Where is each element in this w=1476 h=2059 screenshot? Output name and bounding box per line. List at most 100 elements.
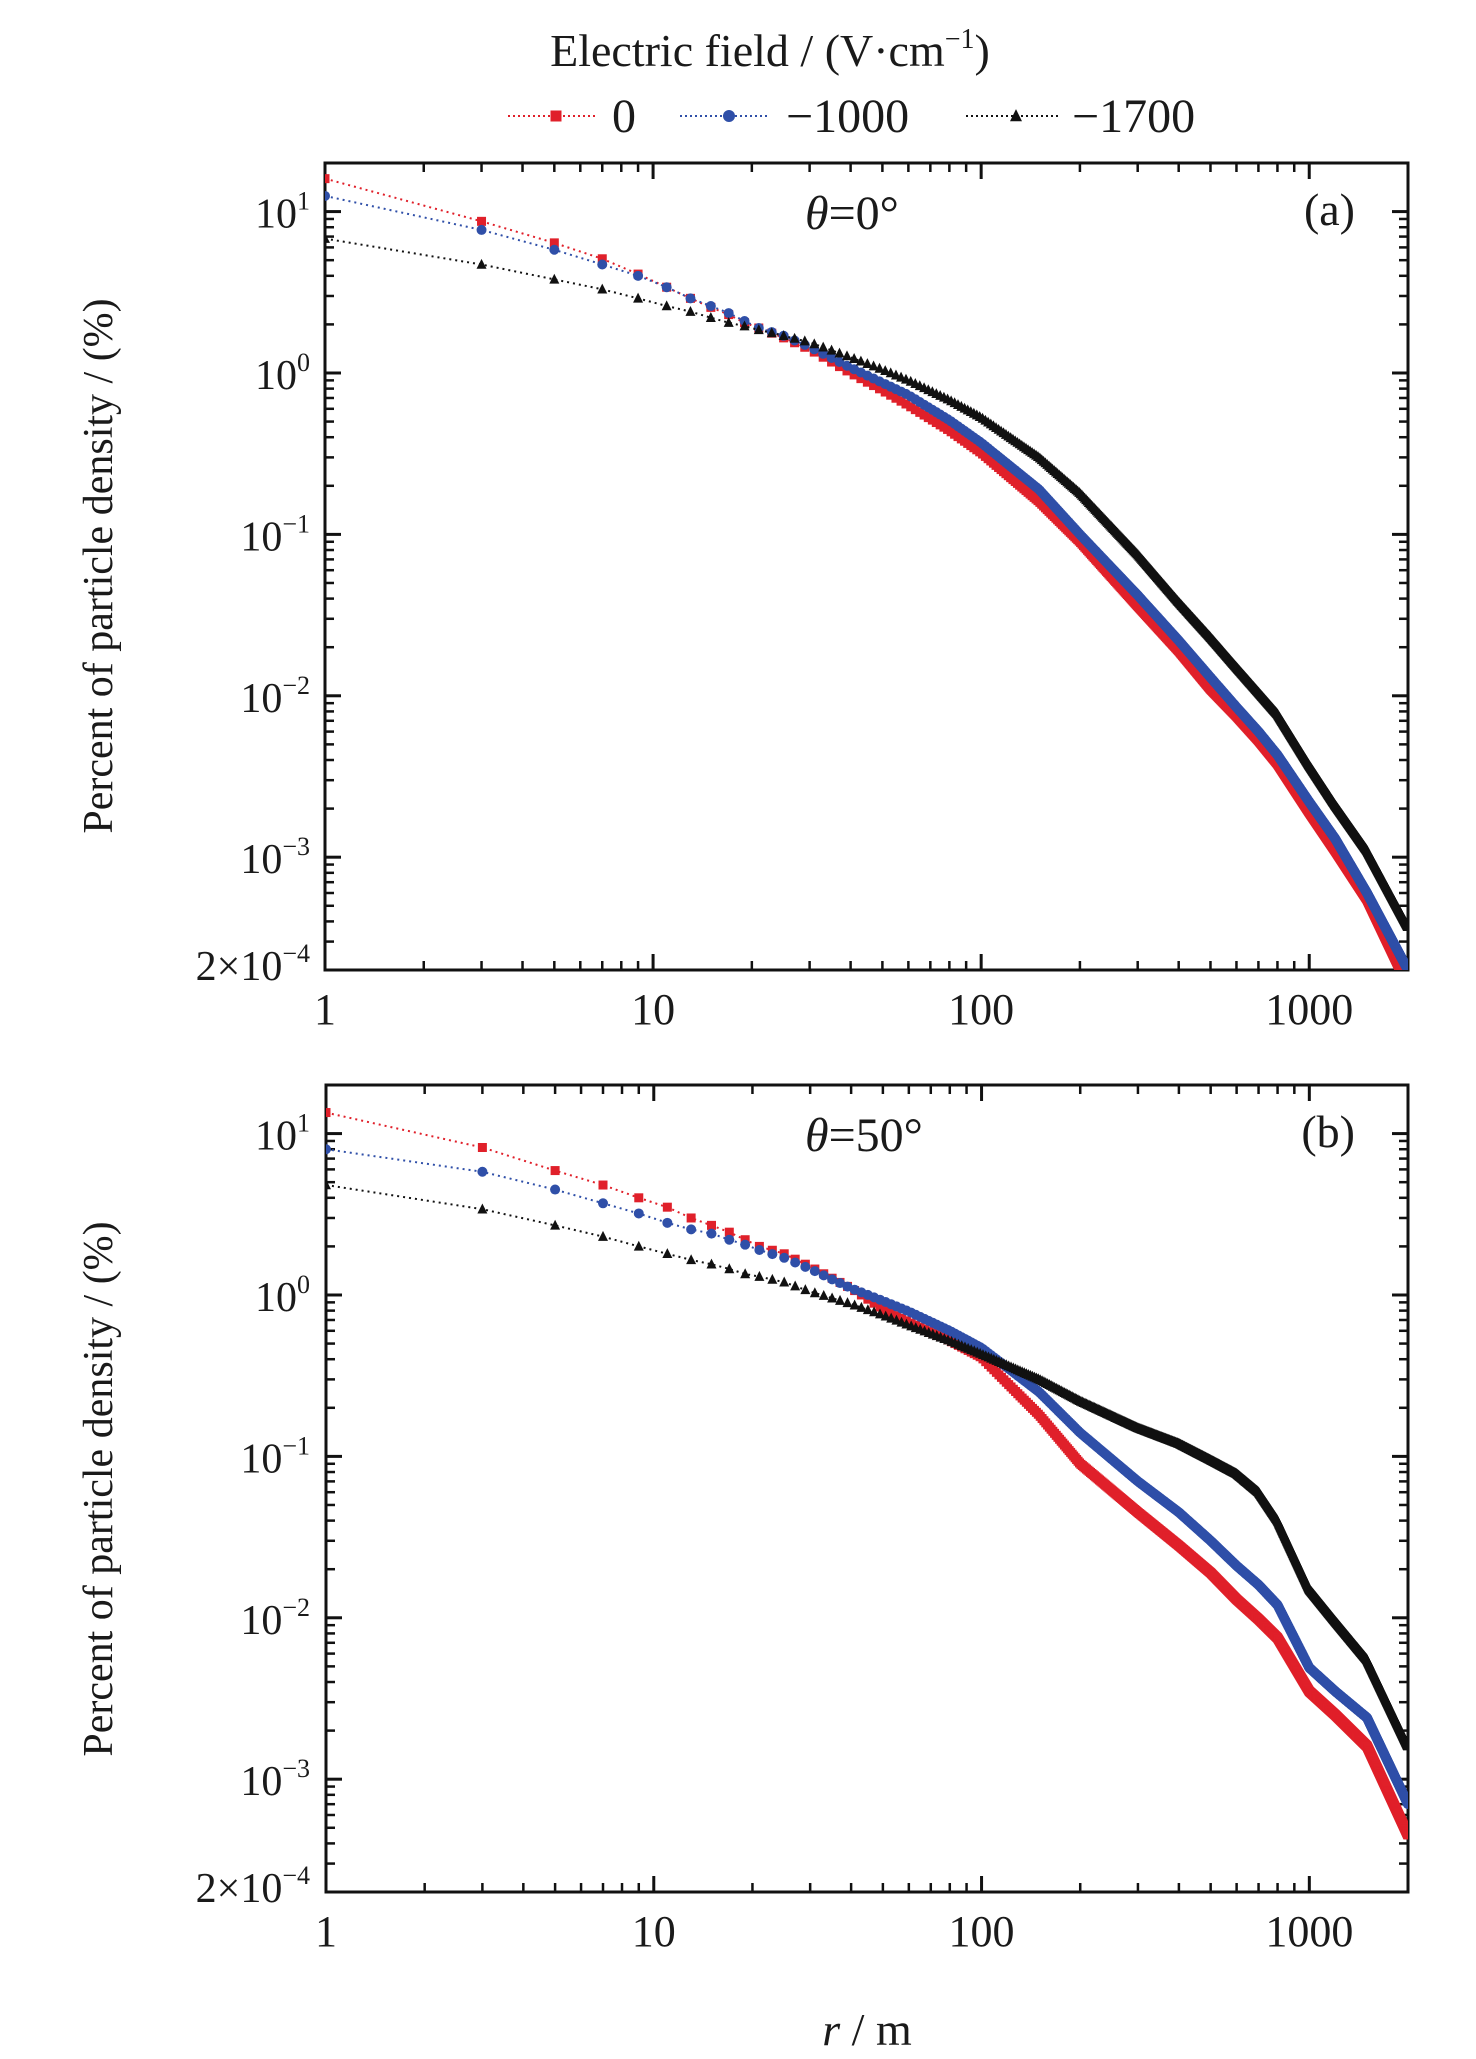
data-point [862, 377, 872, 387]
y-tick-label: 101 [255, 1109, 310, 1160]
data-point [767, 1249, 778, 1260]
legend: Electric field / (V·cm−1) 0 −1000 −1700 [508, 24, 1195, 143]
data-point [875, 384, 885, 394]
data-point [723, 316, 734, 327]
data-point [766, 327, 777, 338]
data-point [842, 366, 852, 376]
data-point [476, 258, 487, 269]
data-point [633, 292, 644, 303]
data-point [880, 365, 891, 375]
data-point [799, 335, 810, 346]
data-point [325, 190, 330, 201]
x-tick-label: 10 [632, 1907, 676, 1956]
data-point [753, 324, 764, 335]
data-point [739, 320, 750, 331]
data-point [325, 232, 330, 243]
data-point [875, 1302, 885, 1312]
data-point [901, 399, 911, 409]
axis-ticks [325, 163, 1408, 970]
legend-items: 0 −1000 −1700 [508, 90, 1195, 143]
y-tick-label: 101 [255, 187, 310, 238]
data-point [880, 387, 890, 397]
x-tick-label: 1000 [1265, 985, 1353, 1034]
data-point [326, 1108, 331, 1118]
panel-label: (b) [1301, 1106, 1355, 1157]
legend-title: Electric field / (V·cm−1) [550, 24, 990, 76]
data-point [841, 350, 852, 361]
x-tick-label: 100 [948, 985, 1014, 1034]
data-point [834, 347, 845, 358]
data-point [778, 330, 789, 341]
legend-marker [1010, 109, 1022, 122]
data-point [896, 396, 906, 406]
data-point [869, 1298, 879, 1308]
data-point [835, 1278, 846, 1289]
y-tick-label: 100 [255, 1270, 310, 1321]
series-minus-1000 [326, 1144, 1408, 1810]
data-point [1403, 1830, 1408, 1840]
x-tick-label: 1000 [1265, 1907, 1353, 1956]
y-tick-label: 10−2 [240, 1593, 310, 1644]
y-tick-label: 100 [255, 348, 310, 399]
series-minus-1000 [325, 190, 1408, 970]
series-line [325, 194, 1408, 970]
data-point [1396, 965, 1406, 970]
y-tick-label: 10−3 [240, 832, 310, 883]
data-point [685, 305, 696, 316]
legend-marker [723, 110, 735, 122]
data-point [849, 353, 860, 363]
data-point [881, 1305, 891, 1315]
data-point [789, 332, 800, 343]
y-tick-label: 10−2 [240, 671, 310, 722]
data-point [790, 1257, 801, 1268]
series-line [325, 237, 1408, 928]
data-point [809, 1266, 820, 1277]
data-point [862, 358, 873, 369]
legend-label: −1700 [1072, 90, 1195, 143]
data-point [705, 312, 716, 322]
x-tick-label: 1 [315, 1907, 337, 1956]
panel-b: 1 10 100 100010110010−110−210−32×10−4θ=50°(… [196, 1083, 1410, 1956]
data-point [869, 381, 879, 391]
y-tick-label: 10−1 [240, 1431, 310, 1482]
series-minus-1700 [325, 232, 1408, 931]
series-zero [325, 174, 1406, 970]
data-point [834, 356, 845, 367]
series-line [325, 177, 1402, 970]
data-point [818, 1270, 829, 1281]
series-zero [326, 1108, 1408, 1840]
y-tick-label: 10−3 [240, 1754, 310, 1805]
legend-label: 0 [612, 90, 636, 143]
y-tick-label: 10−1 [240, 509, 310, 560]
panel-label: (a) [1304, 184, 1355, 235]
data-point [325, 174, 330, 184]
data-point [885, 367, 896, 378]
angle-annotation: θ=50° [805, 1109, 923, 1162]
x-tick-label: 1 [314, 985, 336, 1034]
angle-annotation: θ=0° [805, 187, 899, 240]
data-point [826, 344, 837, 355]
y-tick-label: 2×10−4 [196, 1861, 310, 1912]
data-point [326, 1144, 331, 1155]
data-point [849, 370, 859, 380]
data-point [809, 338, 820, 349]
legend-item-minus-1000: −1000 [680, 90, 909, 143]
data-point [827, 1274, 838, 1285]
y-tick-label: 2×10−4 [196, 939, 310, 990]
data-point [597, 283, 608, 294]
data-point [1402, 964, 1408, 970]
data-point [868, 360, 879, 371]
series-line [326, 1111, 1408, 1836]
legend-item-minus-1700: −1700 [966, 90, 1195, 143]
data-point [856, 374, 866, 384]
panel-a: 1 10 100 1000 101 100 10−1 10−2 10−3 2×10−4 θ=0° (a… [196, 161, 1410, 1034]
x-tick-label: 10 [631, 985, 675, 1034]
data-point [549, 273, 560, 284]
data-point [874, 362, 885, 373]
axis-ticks [326, 1085, 1408, 1892]
data-point [855, 355, 866, 366]
data-point [818, 341, 829, 352]
data-point [886, 390, 896, 400]
data-point [826, 353, 837, 364]
